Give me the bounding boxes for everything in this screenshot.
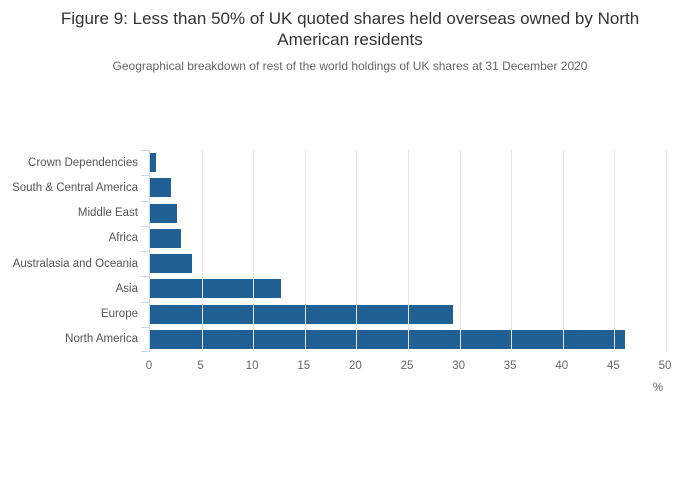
x-axis-tick-label: 10 <box>245 360 259 372</box>
x-axis-tick-label: 5 <box>197 360 204 372</box>
y-axis-tick <box>141 301 150 303</box>
gridline <box>253 150 255 352</box>
gridline <box>511 150 513 352</box>
chart-subtitle: Geographical breakdown of rest of the wo… <box>112 59 588 73</box>
gridline <box>408 150 409 352</box>
bar-row <box>150 201 666 226</box>
bar-row <box>150 175 666 200</box>
bar-australasia-and-oceania[interactable] <box>150 254 193 273</box>
bar-south-central-america[interactable] <box>150 178 171 198</box>
bar-asia[interactable] <box>150 279 282 299</box>
gridline <box>666 150 667 352</box>
gridline <box>304 150 306 352</box>
x-axis-tick-label: 25 <box>400 360 414 372</box>
y-axis-category-label: Europe <box>100 308 138 321</box>
bar-row <box>150 302 666 327</box>
bar-crown-dependencies[interactable] <box>150 153 157 172</box>
gridline <box>201 150 203 352</box>
gridline <box>614 150 616 352</box>
bar-europe[interactable] <box>150 304 454 324</box>
bar-row <box>150 276 666 301</box>
bar-middle-east[interactable] <box>150 203 177 223</box>
gridline <box>459 150 461 352</box>
y-axis-category-label: Asia <box>115 282 138 295</box>
gridline <box>562 150 564 352</box>
y-axis-tick <box>141 326 150 328</box>
y-axis-tick <box>141 175 150 177</box>
x-axis-tick-label: 50 <box>658 360 672 372</box>
bar-rows <box>150 150 666 352</box>
chart-title: Figure 9: Less than 50% of UK quoted sha… <box>60 9 640 49</box>
x-axis-tick-label: 45 <box>606 360 620 372</box>
x-axis-tick-label: 15 <box>297 360 311 372</box>
x-axis-tick-label: 30 <box>452 360 465 372</box>
y-axis-category-label: Australasia and Oceania <box>12 257 138 270</box>
y-axis-category-label: South & Central America <box>12 181 138 194</box>
x-axis-tick-label: 35 <box>503 360 517 372</box>
y-axis-tick <box>141 150 150 151</box>
bar-row <box>150 251 666 276</box>
bar-north-america[interactable] <box>150 329 625 349</box>
y-axis-tick <box>141 276 150 278</box>
y-axis-category-labels: Crown Dependencies South & Central Americ… <box>0 150 138 352</box>
y-axis-tick <box>141 251 150 252</box>
bar-africa[interactable] <box>150 228 181 248</box>
plot-area <box>141 150 667 352</box>
x-axis-tick-labels: % 0 5 10 15 20 25 30 35 40 45 50 <box>145 360 672 400</box>
gridline <box>356 150 358 352</box>
x-axis-title-percent: % <box>652 382 664 394</box>
y-axis-tick <box>141 351 150 352</box>
y-axis-tick <box>141 225 150 227</box>
x-axis-tick-label: 20 <box>348 360 362 372</box>
bar-row <box>150 150 666 175</box>
y-axis-tick <box>141 200 150 202</box>
y-axis-category-label: Middle East <box>77 207 138 220</box>
bar-row <box>150 327 666 352</box>
x-axis-tick-label: 40 <box>555 360 569 372</box>
y-axis-category-label: North America <box>65 333 138 346</box>
bar-row <box>150 226 666 251</box>
y-axis-category-label: Africa <box>108 232 138 245</box>
x-axis-tick-label: 0 <box>145 360 153 372</box>
y-axis-category-label: Crown Dependencies <box>28 156 138 169</box>
